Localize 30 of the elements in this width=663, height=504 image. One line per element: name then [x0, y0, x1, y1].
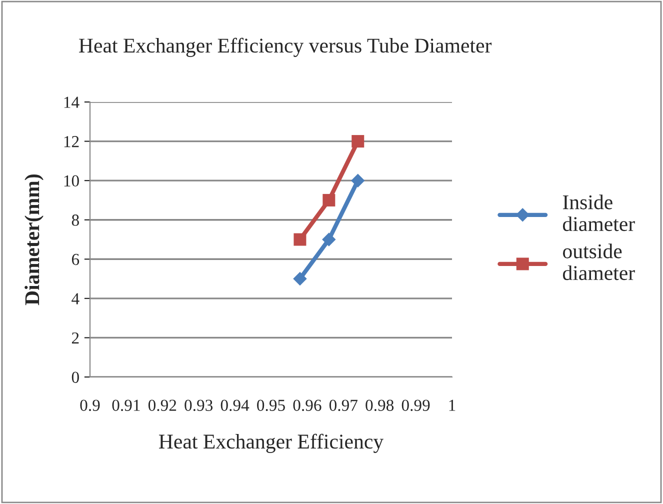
x-tick-label: 0.99	[402, 400, 430, 412]
x-axis-title: Heat Exchanger Efficiency	[158, 434, 384, 453]
y-tick-label: 0	[72, 372, 79, 383]
x-tick-label: 0.94	[220, 400, 250, 412]
x-tick-label: 0.91	[112, 400, 140, 412]
legend-label: Inside diameter	[562, 194, 635, 232]
x-tick-label: 0.93	[184, 400, 213, 412]
y-tick-label: 14	[64, 96, 80, 108]
point	[293, 272, 307, 286]
x-tick-label: 0.97	[329, 400, 358, 412]
point	[322, 232, 336, 246]
y-tick-label: 2	[72, 332, 79, 344]
point	[351, 174, 365, 188]
x-tick-label: 0.92	[148, 400, 176, 412]
y-tick-label: 12	[64, 136, 79, 148]
y-tick-label: 8	[72, 214, 79, 226]
x-tick-label: 1	[449, 400, 456, 411]
y-tick-label: 10	[64, 175, 79, 187]
x-tick-label: 0.95	[257, 400, 285, 412]
y-tick-label: 6	[72, 254, 80, 266]
point	[294, 233, 306, 246]
y-tick-label: 4	[72, 293, 80, 304]
y-axis-title: Diameter(mm)	[24, 174, 44, 306]
legend-label: outside diameter	[562, 244, 635, 280]
point	[352, 135, 364, 148]
x-tick-label: 0.98	[366, 400, 394, 412]
chart-title: Heat Exchanger Efficiency versus Tube Diameter	[79, 38, 492, 57]
x-tick-label: 0.9	[80, 400, 100, 412]
x-tick-label: 0.96	[293, 400, 322, 412]
point	[322, 194, 336, 206]
